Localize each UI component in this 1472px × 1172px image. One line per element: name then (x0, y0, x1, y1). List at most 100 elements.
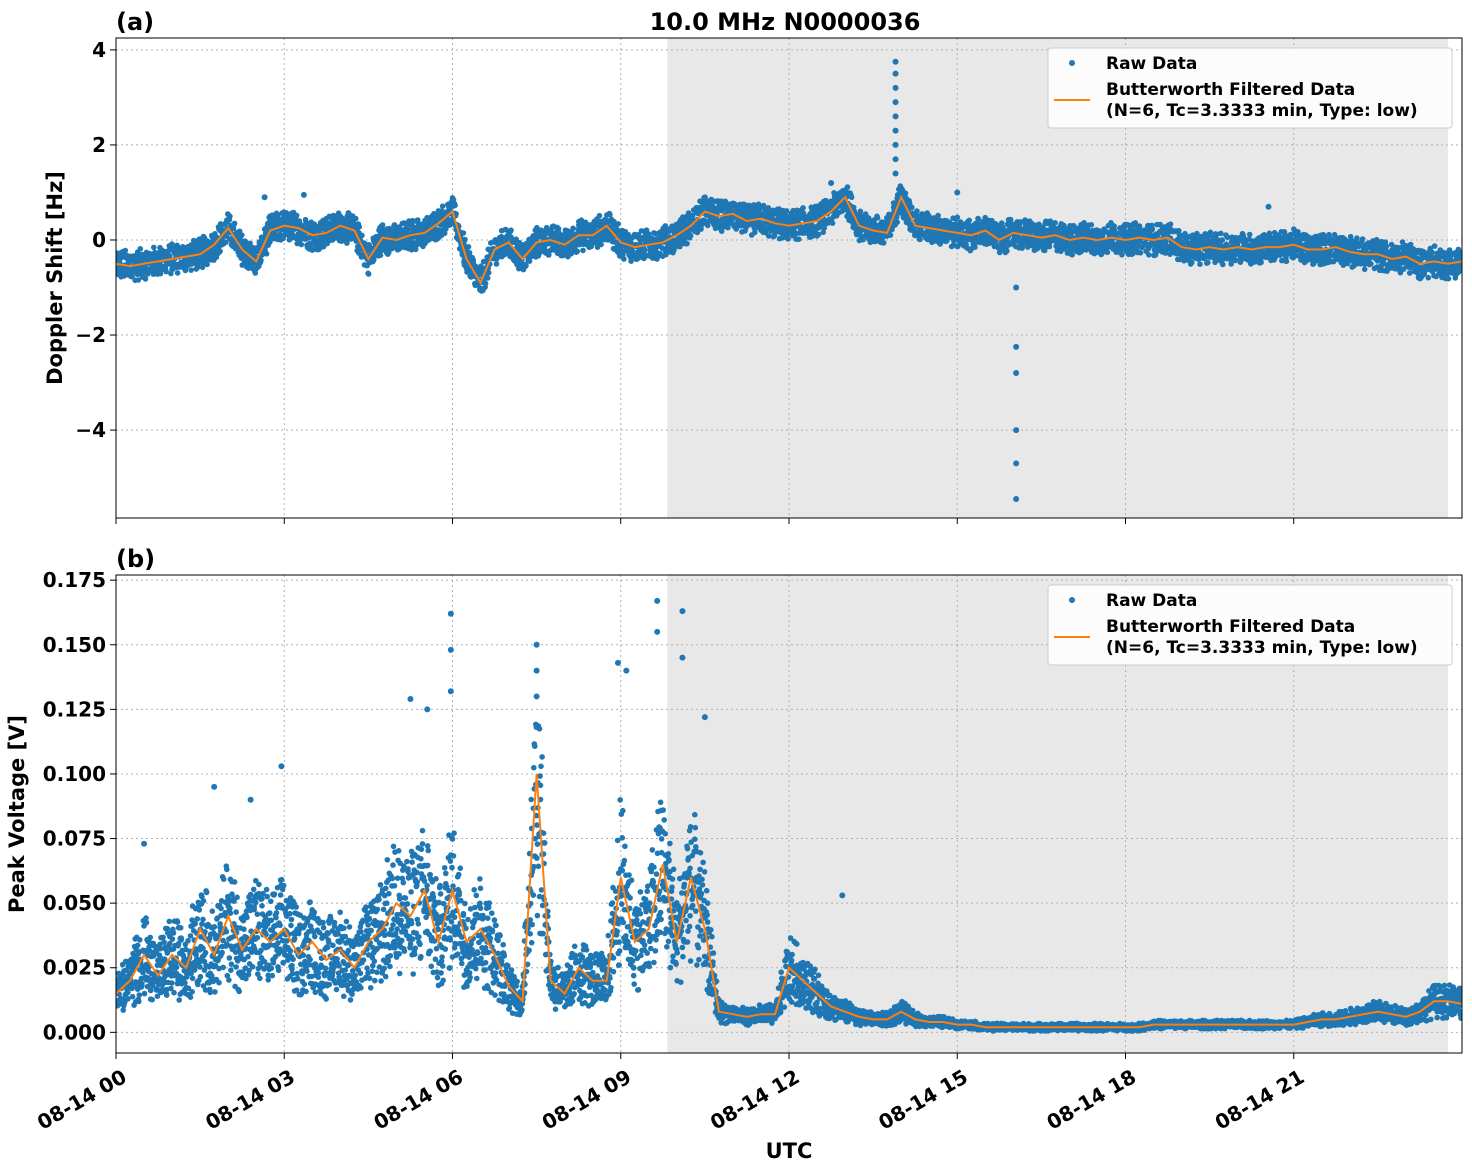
raw-data-point (1396, 265, 1402, 271)
raw-data-point (1258, 259, 1264, 266)
raw-data-point (894, 219, 900, 225)
raw-data-point (223, 239, 229, 245)
raw-data-point (356, 224, 363, 230)
raw-data-point (151, 244, 157, 251)
raw-data-point (1362, 248, 1369, 254)
raw-data-point (217, 248, 223, 255)
raw-data-point (1194, 230, 1200, 237)
raw-data-point (848, 194, 855, 201)
raw-data-point (615, 221, 621, 227)
raw-data-point (1224, 234, 1231, 240)
raw-data-point (821, 225, 827, 231)
raw-data-point (1022, 217, 1028, 223)
raw-data-point (157, 270, 164, 277)
raw-data-point (298, 241, 305, 248)
raw-data-point (641, 246, 648, 253)
raw-data-point (1081, 220, 1087, 226)
raw-data-point (653, 248, 659, 254)
raw-data-point (1212, 259, 1218, 266)
raw-data-point (359, 232, 365, 239)
raw-data-point (526, 258, 533, 264)
raw-data-point (1218, 230, 1224, 237)
raw-data-point (1400, 266, 1407, 272)
raw-data-point (607, 211, 613, 218)
raw-data-point (280, 235, 287, 242)
raw-data-point (555, 226, 562, 232)
raw-data-point (523, 262, 529, 269)
raw-data-point (465, 244, 472, 250)
raw-data-point (820, 229, 826, 236)
raw-data-point (1252, 259, 1259, 265)
raw-data-point (293, 212, 300, 219)
raw-data-point (887, 232, 894, 238)
raw-data-point (815, 231, 822, 238)
raw-data-point (1052, 220, 1058, 226)
raw-data-point (718, 228, 725, 234)
raw-data-point (135, 277, 142, 283)
raw-data-point (1104, 249, 1111, 256)
raw-data-point (645, 231, 652, 237)
raw-data-point (466, 250, 473, 256)
raw-data-point (405, 227, 411, 234)
raw-data-point (1232, 257, 1239, 264)
raw-data-point (1146, 252, 1152, 258)
raw-data-point (344, 240, 350, 246)
raw-data-point (484, 275, 491, 281)
raw-data-point (989, 217, 995, 224)
raw-data-point (689, 212, 696, 219)
raw-data-point (1197, 261, 1203, 268)
raw-data-point (628, 258, 634, 264)
raw-data-point (1246, 231, 1253, 238)
raw-data-point (1069, 252, 1075, 258)
raw-data-point (365, 271, 372, 277)
raw-data-point (188, 267, 194, 273)
raw-data-point (441, 230, 448, 237)
raw-data-point (621, 248, 627, 255)
raw-data-point (258, 257, 264, 264)
raw-data-point (843, 189, 849, 196)
raw-data-point (1129, 250, 1136, 257)
raw-data-point (766, 233, 772, 239)
raw-data-point (412, 246, 419, 253)
raw-data-point (902, 190, 909, 197)
panel-a: 420−2−4 Doppler Shift [Hz] (a) 10.0 MHz … (43, 8, 1463, 524)
raw-data-point (377, 252, 384, 258)
raw-data-point (857, 208, 864, 215)
raw-data-point (914, 208, 920, 214)
raw-data-point (816, 224, 823, 231)
raw-data-point (1189, 259, 1195, 266)
raw-data-point (874, 215, 881, 221)
raw-data-point (231, 220, 238, 227)
raw-data-point (1246, 236, 1252, 242)
raw-data-point (702, 194, 708, 200)
raw-data-point (227, 213, 233, 219)
raw-data-point (725, 224, 731, 231)
raw-data-point (596, 212, 603, 219)
raw-data-point (168, 270, 174, 277)
raw-data-point (247, 240, 253, 247)
raw-data-point (239, 232, 245, 238)
raw-data-point (1017, 219, 1024, 225)
raw-data-point (1228, 261, 1234, 267)
raw-data-point (129, 273, 135, 280)
raw-data-point (485, 269, 492, 276)
raw-data-point (1219, 237, 1226, 243)
raw-data-point (1149, 226, 1156, 232)
raw-data-point (1213, 231, 1220, 238)
raw-data-point (534, 224, 540, 231)
raw-data-point (917, 236, 923, 243)
raw-data-point (122, 247, 129, 254)
raw-data-point (142, 276, 149, 282)
raw-data-point (687, 232, 694, 239)
raw-data-point (796, 236, 802, 242)
raw-data-point (1163, 238, 1169, 245)
raw-data-point (453, 211, 459, 217)
raw-data-point (621, 256, 627, 262)
raw-data-point (352, 215, 359, 222)
raw-data-point (1205, 259, 1211, 266)
raw-data-point (460, 230, 467, 236)
raw-data-point (493, 261, 500, 267)
raw-data-point (752, 229, 758, 236)
raw-data-point (543, 224, 550, 231)
